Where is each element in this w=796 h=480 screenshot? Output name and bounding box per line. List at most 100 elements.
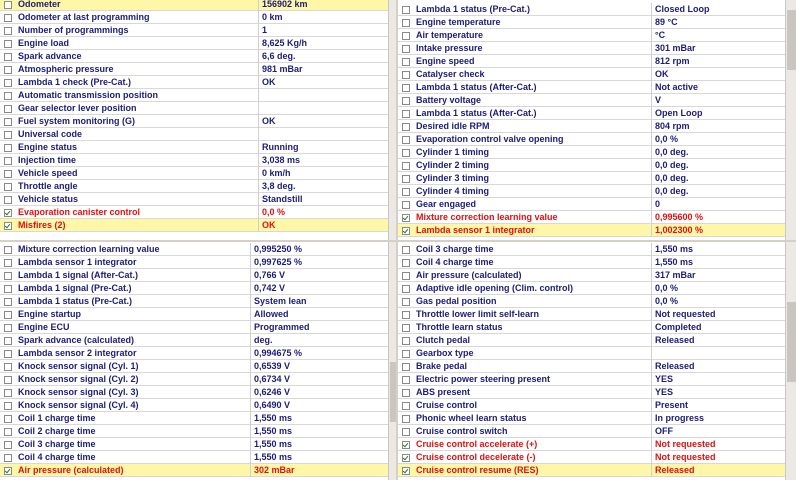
scrollbar-thumb[interactable] xyxy=(787,302,796,382)
checkbox[interactable] xyxy=(402,415,410,423)
checkbox[interactable] xyxy=(4,389,12,397)
parameter-row[interactable]: Gearbox type xyxy=(398,347,785,360)
parameter-row[interactable]: Fuel system monitoring (G) OK xyxy=(0,115,388,128)
checkbox[interactable] xyxy=(4,285,12,293)
checkbox[interactable] xyxy=(4,441,12,449)
parameter-row[interactable]: Lambda sensor 2 integrator 0,994675 % xyxy=(0,347,388,360)
checkbox[interactable] xyxy=(402,227,410,235)
checkbox[interactable] xyxy=(4,79,12,87)
checkbox[interactable] xyxy=(402,324,410,332)
checkbox[interactable] xyxy=(402,246,410,254)
checkbox[interactable] xyxy=(4,298,12,306)
parameter-row[interactable]: Vehicle speed 0 km/h xyxy=(0,167,388,180)
checkbox[interactable] xyxy=(4,272,12,280)
parameter-row[interactable]: ABS present YES xyxy=(398,386,785,399)
parameter-row[interactable]: Throttle lower limit self-learn Not reque… xyxy=(398,308,785,321)
checkbox[interactable] xyxy=(4,467,12,475)
checkbox[interactable] xyxy=(402,428,410,436)
checkbox[interactable] xyxy=(4,27,12,35)
checkbox[interactable] xyxy=(402,214,410,222)
parameter-row[interactable]: Cylinder 4 timing 0,0 deg. xyxy=(398,185,785,198)
parameter-row[interactable]: Knock sensor signal (Cyl. 2) 0,6734 V xyxy=(0,373,388,386)
checkbox[interactable] xyxy=(402,71,410,79)
parameter-row[interactable]: Battery voltage V xyxy=(398,94,785,107)
checkbox[interactable] xyxy=(402,311,410,319)
checkbox[interactable] xyxy=(4,170,12,178)
checkbox[interactable] xyxy=(4,40,12,48)
checkbox[interactable] xyxy=(402,6,410,14)
parameter-row[interactable]: Engine speed 812 rpm xyxy=(398,55,785,68)
checkbox[interactable] xyxy=(402,162,410,170)
checkbox[interactable] xyxy=(4,209,12,217)
parameter-row[interactable]: Gas pedal position 0,0 % xyxy=(398,295,785,308)
parameter-row[interactable]: Misfires (2) OK xyxy=(0,219,388,232)
parameter-row[interactable]: Lambda 1 status (Pre-Cat.) System lean xyxy=(0,295,388,308)
parameter-row[interactable]: Mixture correction learning value 0,99525… xyxy=(0,243,388,256)
parameter-row[interactable]: Air pressure (calculated) 302 mBar xyxy=(0,464,388,477)
parameter-row[interactable]: Automatic transmission position xyxy=(0,89,388,102)
parameter-row[interactable]: Desired idle RPM 804 rpm xyxy=(398,120,785,133)
checkbox[interactable] xyxy=(4,350,12,358)
checkbox[interactable] xyxy=(4,157,12,165)
checkbox[interactable] xyxy=(402,188,410,196)
parameter-row[interactable]: Lambda sensor 1 integrator 0,997625 % xyxy=(0,256,388,269)
checkbox[interactable] xyxy=(4,53,12,61)
parameter-row[interactable]: Coil 4 charge time 1,550 ms xyxy=(0,451,388,464)
parameter-row[interactable]: Engine temperature 89 °C xyxy=(398,16,785,29)
checkbox[interactable] xyxy=(4,402,12,410)
checkbox[interactable] xyxy=(4,66,12,74)
checkbox[interactable] xyxy=(402,136,410,144)
checkbox[interactable] xyxy=(402,201,410,209)
checkbox[interactable] xyxy=(4,324,12,332)
parameter-row[interactable]: Evaporation control valve opening 0,0 % xyxy=(398,133,785,146)
parameter-row[interactable]: Brake pedal Released xyxy=(398,360,785,373)
parameter-row[interactable]: Electric power steering present YES xyxy=(398,373,785,386)
parameter-row[interactable]: Atmospheric pressure 981 mBar xyxy=(0,63,388,76)
parameter-row[interactable]: Lambda 1 signal (After-Cat.) 0,766 V xyxy=(0,269,388,282)
parameter-row[interactable]: Lambda sensor 1 integrator 1,002300 % xyxy=(398,224,785,237)
checkbox[interactable] xyxy=(402,350,410,358)
checkbox[interactable] xyxy=(402,175,410,183)
parameter-row[interactable]: Gear selector lever position xyxy=(0,102,388,115)
checkbox[interactable] xyxy=(4,311,12,319)
parameter-row[interactable]: Lambda 1 status (After-Cat.) Open Loop xyxy=(398,107,785,120)
parameter-row[interactable]: Vehicle status Standstill xyxy=(0,193,388,206)
parameter-row[interactable]: Universal code xyxy=(0,128,388,141)
parameter-row[interactable]: Cruise control switch OFF xyxy=(398,425,785,438)
checkbox[interactable] xyxy=(4,259,12,267)
parameter-row[interactable]: Gear engaged 0 xyxy=(398,198,785,211)
checkbox[interactable] xyxy=(402,272,410,280)
checkbox[interactable] xyxy=(402,123,410,131)
parameter-row[interactable]: Spark advance 6,6 deg. xyxy=(0,50,388,63)
checkbox[interactable] xyxy=(402,376,410,384)
parameter-row[interactable]: Knock sensor signal (Cyl. 1) 0,6539 V xyxy=(0,360,388,373)
scrollbar[interactable] xyxy=(785,0,796,240)
parameter-row[interactable]: Coil 4 charge time 1,550 ms xyxy=(398,256,785,269)
checkbox[interactable] xyxy=(402,298,410,306)
checkbox[interactable] xyxy=(4,337,12,345)
parameter-row[interactable]: Lambda 1 check (Pre-Cat.) OK xyxy=(0,76,388,89)
parameter-row[interactable]: Adaptive idle opening (Clim. control) 0,0… xyxy=(398,282,785,295)
checkbox[interactable] xyxy=(4,363,12,371)
checkbox[interactable] xyxy=(4,14,12,22)
parameter-row[interactable]: Clutch pedal Released xyxy=(398,334,785,347)
scrollbar[interactable] xyxy=(388,0,396,240)
checkbox[interactable] xyxy=(4,222,12,230)
checkbox[interactable] xyxy=(402,363,410,371)
checkbox[interactable] xyxy=(4,246,12,254)
parameter-row[interactable]: Injection time 3,038 ms xyxy=(0,154,388,167)
scrollbar-thumb[interactable] xyxy=(390,362,396,422)
parameter-row[interactable]: Cylinder 1 timing 0,0 deg. xyxy=(398,146,785,159)
scrollbar[interactable] xyxy=(388,242,396,480)
parameter-row[interactable]: Odometer at last programming 0 km xyxy=(0,11,388,24)
parameter-row[interactable]: Air temperature °C xyxy=(398,29,785,42)
parameter-row[interactable]: Number of programmings 1 xyxy=(0,24,388,37)
checkbox[interactable] xyxy=(402,402,410,410)
parameter-row[interactable]: Cylinder 2 timing 0,0 deg. xyxy=(398,159,785,172)
checkbox[interactable] xyxy=(402,467,410,475)
parameter-row[interactable]: Cruise control Present xyxy=(398,399,785,412)
checkbox[interactable] xyxy=(402,58,410,66)
parameter-row[interactable]: Catalyser check OK xyxy=(398,68,785,81)
parameter-row[interactable]: Coil 1 charge time 1,550 ms xyxy=(0,412,388,425)
checkbox[interactable] xyxy=(402,84,410,92)
